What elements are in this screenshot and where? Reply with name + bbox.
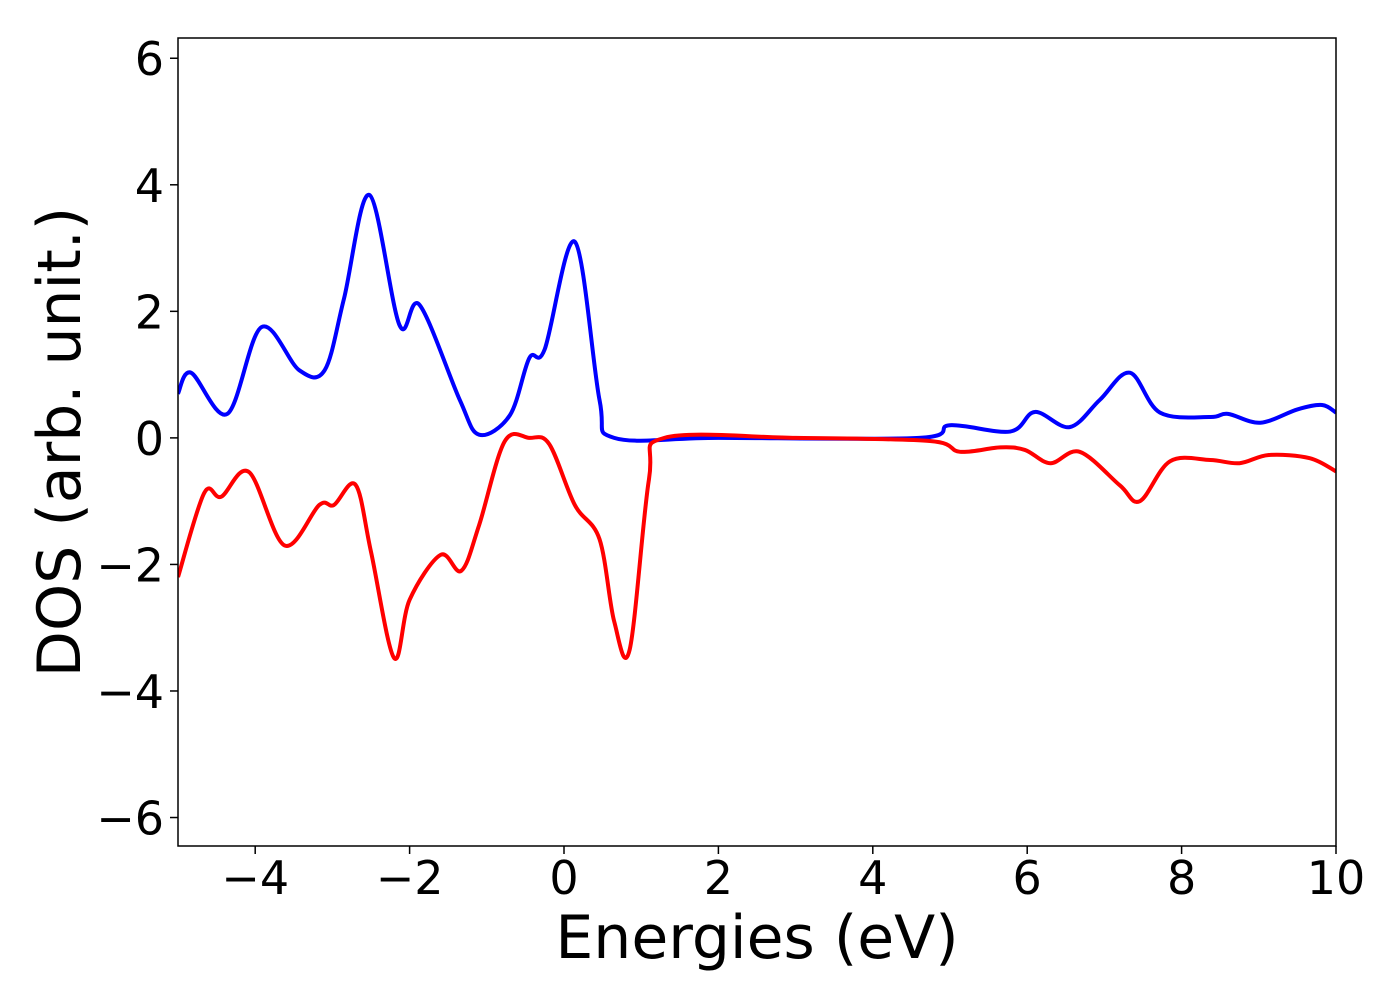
x-tick-label: 10 — [1307, 851, 1366, 905]
y-tick-label: 4 — [135, 159, 164, 213]
line-series — [178, 192, 1336, 443]
y-tick-label: −2 — [96, 538, 164, 592]
y-tick-label: −6 — [96, 792, 164, 846]
x-axis-label: Energies (eV) — [555, 903, 958, 973]
y-tick-label: 2 — [135, 285, 164, 339]
x-tick-label: 2 — [704, 851, 733, 905]
x-tick-label: −4 — [221, 851, 289, 905]
x-tick-label: −2 — [376, 851, 444, 905]
y-tick-label: −4 — [96, 665, 164, 719]
x-tick-label: 4 — [858, 851, 887, 905]
y-tick-label: 0 — [135, 412, 164, 466]
x-tick-label: 6 — [1013, 851, 1042, 905]
plot-frame — [177, 37, 1337, 847]
x-tick-label: 8 — [1167, 851, 1196, 905]
x-tick-label: 0 — [549, 851, 578, 905]
y-tick-label: 6 — [135, 32, 164, 86]
y-axis-label: DOS (arb. unit.) — [25, 207, 95, 677]
line-series — [178, 431, 1336, 661]
